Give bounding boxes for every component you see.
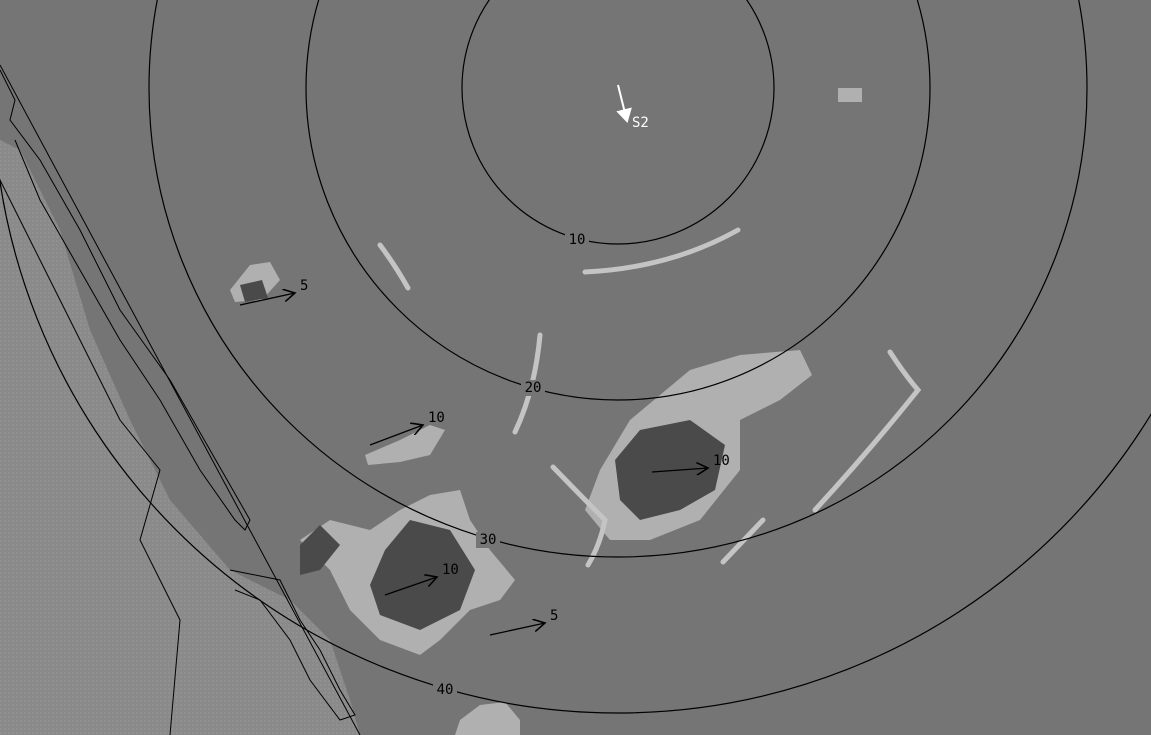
ring-label-bg bbox=[476, 532, 500, 548]
barrier-island bbox=[0, 69, 251, 531]
range-rings bbox=[0, 0, 1151, 714]
motion-vector bbox=[384, 577, 437, 596]
vector-label: 10 bbox=[442, 562, 459, 578]
motion-vector bbox=[239, 293, 295, 306]
coastline bbox=[229, 569, 356, 721]
echo-light bbox=[838, 88, 862, 102]
ring-label: 40 bbox=[437, 682, 454, 698]
motion-vector bbox=[489, 623, 545, 636]
station-arrow bbox=[616, 84, 632, 123]
range-ring bbox=[461, 0, 775, 245]
echoes bbox=[230, 88, 862, 735]
land bbox=[0, 140, 360, 735]
front bbox=[550, 464, 608, 568]
boundary-line bbox=[0, 64, 361, 735]
motion-vector bbox=[369, 425, 423, 446]
echo-dark bbox=[300, 525, 340, 575]
front bbox=[812, 349, 922, 513]
range-ring bbox=[305, 0, 931, 401]
coastline bbox=[0, 179, 181, 735]
echo-light bbox=[455, 702, 520, 735]
range-ring bbox=[148, 0, 1088, 558]
ring-label-bg bbox=[565, 232, 589, 248]
ring-label: 20 bbox=[525, 380, 542, 396]
vector-label: 10 bbox=[713, 453, 730, 469]
vector-label: 10 bbox=[428, 410, 445, 426]
vector-label: 5 bbox=[550, 608, 558, 624]
ring-label-bg bbox=[521, 380, 545, 396]
echo-dark bbox=[615, 420, 725, 520]
front bbox=[377, 242, 411, 291]
echo-light bbox=[365, 425, 445, 465]
front bbox=[720, 517, 766, 565]
motion-vector bbox=[651, 468, 708, 472]
station-label: S2 bbox=[632, 115, 649, 131]
vector-label: 5 bbox=[300, 278, 308, 294]
echo-dark bbox=[240, 280, 268, 302]
front bbox=[582, 227, 741, 275]
range-ring bbox=[0, 0, 1151, 714]
ring-label: 30 bbox=[480, 532, 497, 548]
ring-label-bg bbox=[433, 682, 457, 698]
ring-label: 10 bbox=[569, 232, 586, 248]
motion-vectors: 5 10 10 10 5 bbox=[239, 278, 730, 636]
echo-dark bbox=[370, 520, 475, 630]
